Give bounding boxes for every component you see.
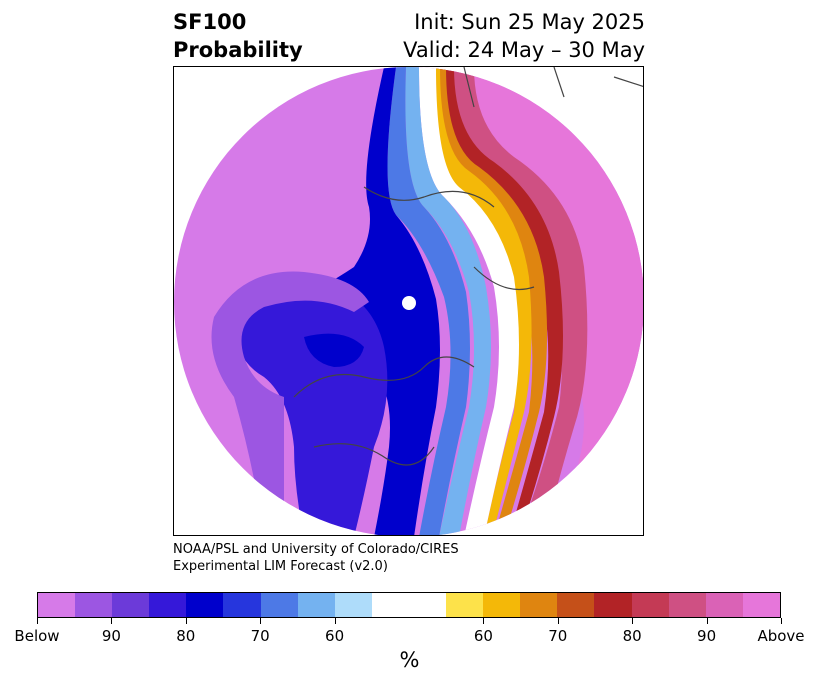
colorbar-swatch [446, 593, 484, 617]
colorbar-tick-label: 90 [697, 627, 717, 645]
colorbar-tick-label: 60 [325, 627, 345, 645]
credit-text: NOAA/PSL and University of Colorado/CIRE… [173, 541, 459, 575]
title-line-2: Probability [173, 38, 303, 62]
probability-map [174, 67, 643, 535]
colorbar-tick [111, 618, 113, 624]
coastline [293, 186, 535, 466]
colorbar-swatch [334, 593, 372, 617]
below-band-light [405, 67, 491, 535]
colorbar [37, 592, 781, 618]
colorbar-swatch [483, 593, 521, 617]
colorbar-swatch [668, 593, 706, 617]
colorbar-tick [632, 618, 634, 624]
above-band-4 [436, 67, 532, 535]
colorbar-swatch [112, 593, 150, 617]
colorbar-swatch [75, 593, 113, 617]
neutral-band [419, 67, 519, 535]
colorbar-tick-label: 70 [548, 627, 568, 645]
colorbar-ticks: Below 90 80 70 60 60 70 80 90 Above [14, 618, 805, 648]
colorbar-swatch [260, 593, 298, 617]
colorbar-tick-label: 90 [101, 627, 121, 645]
colorbar-tick-label: 70 [250, 627, 270, 645]
pole-dot [402, 296, 416, 310]
colorbar-tick-label: Below [14, 627, 60, 645]
colorbar-tick-label: Above [757, 627, 805, 645]
colorbar-tick-label: 60 [473, 627, 493, 645]
colorbar-tick [334, 618, 336, 624]
colorbar-swatch [186, 593, 224, 617]
colorbar-swatch [705, 593, 743, 617]
init-date: Init: Sun 25 May 2025 [414, 10, 645, 34]
map-panel [173, 66, 644, 536]
colorbar-swatch [520, 593, 558, 617]
colorbar-tick [781, 618, 782, 624]
colorbar-unit: % [399, 648, 420, 672]
colorbar-swatch [408, 593, 447, 617]
colorbar-tick [185, 618, 187, 624]
colorbar-swatch [557, 593, 595, 617]
forecast-dates: Init: Sun 25 May 2025 Valid: 24 May – 30… [403, 8, 645, 64]
colorbar-swatch [297, 593, 335, 617]
colorbar-tick-label: 80 [176, 627, 196, 645]
colorbar-swatch [149, 593, 187, 617]
colorbar-tick [483, 618, 485, 624]
valid-range: Valid: 24 May – 30 May [403, 38, 645, 62]
colorbar-tick [706, 618, 708, 624]
credit-line-2: Experimental LIM Forecast (v2.0) [173, 559, 388, 574]
colorbar-tick [557, 618, 559, 624]
colorbar-swatch [594, 593, 632, 617]
below-zone-outer [211, 271, 369, 535]
colorbar-swatch [223, 593, 261, 617]
colorbar-tick-label: 80 [622, 627, 642, 645]
credit-line-1: NOAA/PSL and University of Colorado/CIRE… [173, 542, 459, 557]
colorbar-swatch [38, 593, 76, 617]
colorbar-tick [260, 618, 262, 624]
colorbar-swatch [371, 593, 409, 617]
below-band-mid [387, 67, 470, 535]
title-line-1: SF100 [173, 10, 247, 34]
below-zone-core [304, 333, 364, 367]
map-title: SF100 Probability [173, 8, 303, 64]
colorbar-swatch [742, 593, 780, 617]
colorbar-swatch [631, 593, 669, 617]
colorbar-tick [37, 618, 38, 624]
